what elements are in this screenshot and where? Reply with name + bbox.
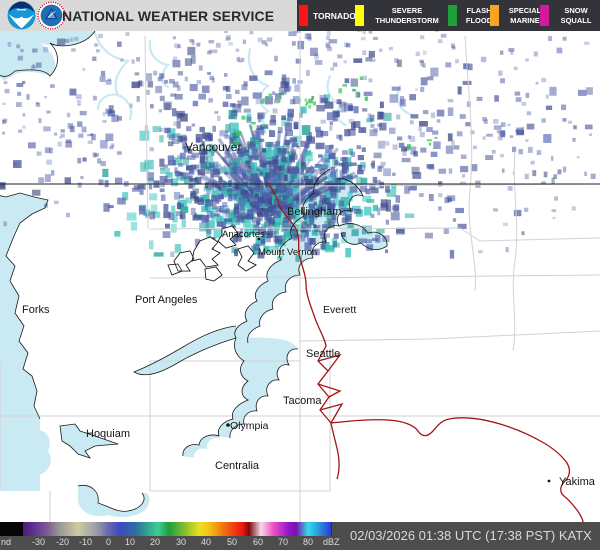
svg-text:Mount Vernon: Mount Vernon [258, 247, 317, 258]
svg-text:Olympia: Olympia [230, 420, 269, 432]
svg-text:Yakima: Yakima [559, 476, 596, 488]
svg-text:Seattle: Seattle [306, 348, 340, 360]
svg-text:Vancouver: Vancouver [185, 140, 241, 154]
svg-text:Forks: Forks [22, 304, 50, 316]
svg-text:Everett: Everett [323, 304, 356, 316]
svg-text:Bellingham: Bellingham [287, 206, 341, 218]
svg-text:Centralia: Centralia [215, 460, 260, 472]
svg-text:Port Angeles: Port Angeles [135, 294, 198, 306]
svg-text:Hoquiam: Hoquiam [86, 428, 130, 440]
svg-text:Tacoma: Tacoma [283, 395, 322, 407]
